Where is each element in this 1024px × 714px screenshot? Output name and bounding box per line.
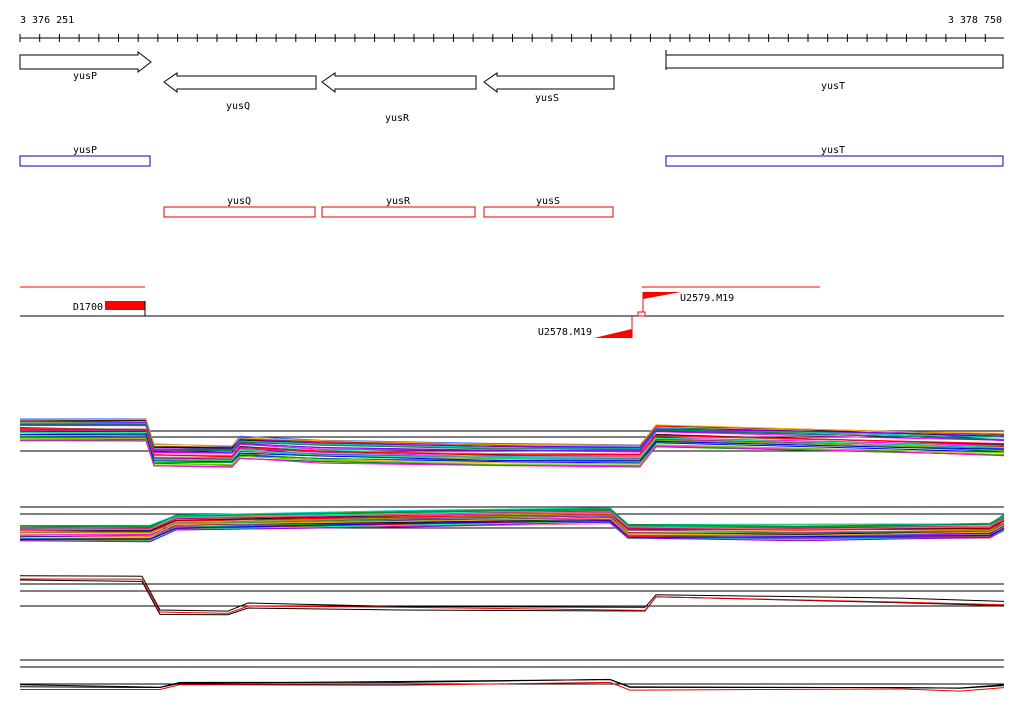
feature-label-d1700: D1700 <box>73 302 103 313</box>
feature-d1700[interactable]: D1700 <box>73 301 146 316</box>
annotation-box-yusp[interactable]: yusP <box>19 145 151 167</box>
annotation-track: yusP yusT yusQ yusR yusS <box>19 145 1004 218</box>
profile-line <box>19 508 1005 527</box>
track-4-profile-lines <box>19 678 1005 692</box>
profile-line <box>19 507 1005 527</box>
profile-line <box>19 520 1005 540</box>
expression-track-2 <box>19 506 1005 543</box>
track-1-profile-lines <box>19 418 1005 468</box>
gene-label-yusp: yusP <box>73 71 97 82</box>
gene-label-yusr: yusR <box>385 113 410 124</box>
profile-line <box>19 517 1005 538</box>
profile-line <box>19 440 1005 468</box>
start-coordinate: 3 376 251 <box>20 15 74 26</box>
gene-label-yust: yusT <box>821 81 845 92</box>
profile-line <box>19 679 1005 689</box>
annotation-label-yuss: yusS <box>536 196 560 207</box>
feature-u2578-m19[interactable]: U2578.M19 <box>538 316 633 338</box>
profile-line <box>19 424 1005 454</box>
coordinate-ruler: 3 376 251 3 378 750 <box>19 15 1004 42</box>
profile-line <box>19 578 1005 614</box>
profile-line <box>19 418 1005 447</box>
expression-track-3 <box>19 575 1005 616</box>
gene-arrow-yust[interactable]: yusT <box>665 50 1004 92</box>
profile-line <box>19 514 1005 534</box>
expression-track-4 <box>19 659 1005 692</box>
feature-track: D1700 U2579.M19 U2578.M19 <box>20 286 1004 338</box>
annotation-label-yusr: yusR <box>386 196 411 207</box>
ruler-ticks <box>19 34 986 42</box>
track-3-profile-lines <box>19 575 1005 616</box>
expression-tracks <box>19 418 1005 692</box>
annotation-label-yust: yusT <box>821 145 845 156</box>
annotation-box-yusr[interactable]: yusR <box>321 196 476 218</box>
profile-line <box>19 575 1005 612</box>
gene-arrow-yusq[interactable]: yusQ <box>163 72 317 112</box>
gene-arrow-yuss[interactable]: yusS <box>483 72 615 104</box>
annotation-box-yust[interactable]: yusT <box>665 145 1004 167</box>
gene-label-yuss: yusS <box>535 93 559 104</box>
profile-line <box>19 433 1005 463</box>
annotation-label-yusp: yusP <box>73 145 97 156</box>
profile-line <box>19 521 1005 543</box>
annotation-label-yusq: yusQ <box>227 196 251 207</box>
expression-track-1 <box>19 418 1005 468</box>
end-coordinate: 3 378 750 <box>948 15 1002 26</box>
gene-arrow-yusp[interactable]: yusP <box>19 50 152 82</box>
profile-line <box>19 511 1005 531</box>
gene-track: yusP yusQ yusR yusS yusT <box>19 50 1004 124</box>
gene-label-yusq: yusQ <box>226 101 250 112</box>
annotation-box-yuss[interactable]: yusS <box>483 196 614 218</box>
profile-line <box>20 681 1005 692</box>
profile-line <box>19 428 1005 458</box>
feature-u2579-m19[interactable]: U2579.M19 <box>637 292 734 317</box>
profile-line <box>19 423 1005 452</box>
annotation-box-yusq[interactable]: yusQ <box>163 196 316 218</box>
feature-label-u2578: U2578.M19 <box>538 327 592 338</box>
gene-arrow-yusr[interactable]: yusR <box>321 72 477 124</box>
track-2-profile-lines <box>19 507 1005 543</box>
feature-label-u2579: U2579.M19 <box>680 293 734 304</box>
